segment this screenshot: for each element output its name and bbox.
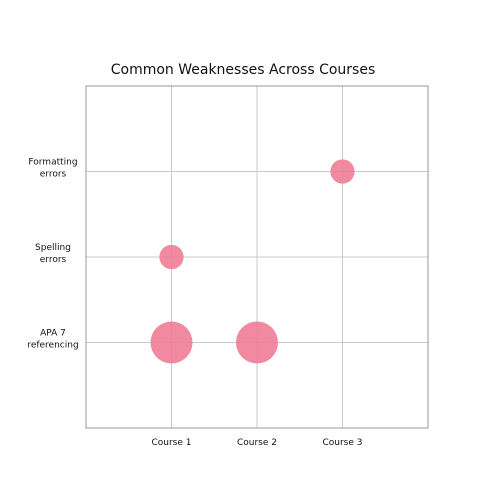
- bubble-point: [236, 321, 278, 364]
- plot-area-frame: [85, 85, 429, 429]
- y-tick-label: APA 7 referencing: [27, 329, 78, 351]
- x-tick-label: Course 2: [237, 438, 277, 448]
- bubble-point: [159, 244, 184, 270]
- y-tick-label: Spelling errors: [35, 243, 71, 265]
- bubbles: [150, 159, 355, 364]
- chart-title: Common Weaknesses Across Courses: [111, 62, 376, 78]
- x-axis-tick-labels: Course 1 Course 2 Course 3: [151, 438, 362, 448]
- x-tick-label: Course 3: [322, 438, 362, 448]
- y-tick-label: Formatting errors: [28, 158, 77, 180]
- x-tick-label: Course 1: [151, 438, 191, 448]
- bubble-point: [150, 321, 193, 364]
- grid-lines: [86, 86, 428, 428]
- y-axis-tick-labels: APA 7 referencing Spelling errors Formatting…: [27, 158, 78, 351]
- bubble-point: [330, 159, 355, 184]
